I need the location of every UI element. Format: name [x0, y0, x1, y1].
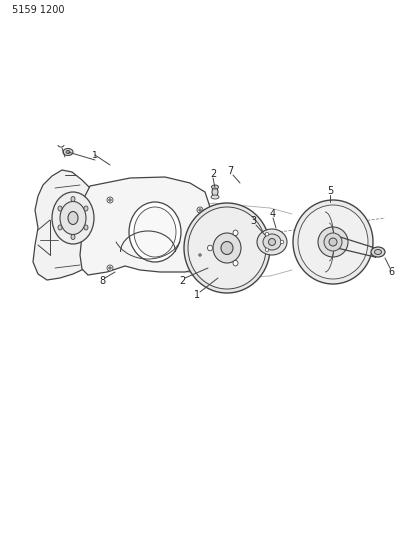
Ellipse shape: [323, 233, 341, 251]
Ellipse shape: [256, 229, 286, 255]
Text: 1: 1: [92, 150, 98, 159]
Ellipse shape: [68, 212, 78, 224]
Polygon shape: [33, 170, 100, 280]
Polygon shape: [80, 177, 211, 275]
Ellipse shape: [232, 230, 237, 236]
Ellipse shape: [134, 207, 175, 257]
Ellipse shape: [107, 265, 113, 271]
Ellipse shape: [213, 233, 240, 263]
Ellipse shape: [84, 206, 88, 211]
Ellipse shape: [317, 227, 347, 257]
Ellipse shape: [58, 225, 62, 230]
Ellipse shape: [198, 209, 201, 211]
Text: 4: 4: [269, 209, 275, 219]
Ellipse shape: [84, 225, 88, 230]
Text: 3: 3: [249, 216, 256, 226]
Text: 6: 6: [387, 267, 393, 277]
Ellipse shape: [297, 205, 367, 279]
Ellipse shape: [292, 200, 372, 284]
Ellipse shape: [107, 197, 113, 203]
Ellipse shape: [232, 261, 237, 266]
Text: 2: 2: [178, 276, 185, 286]
Ellipse shape: [71, 197, 75, 201]
Ellipse shape: [211, 188, 218, 197]
Text: 5159 1200: 5159 1200: [12, 5, 64, 15]
Ellipse shape: [211, 195, 218, 199]
Ellipse shape: [220, 241, 232, 254]
Ellipse shape: [184, 203, 270, 293]
Text: 8: 8: [99, 276, 105, 286]
Ellipse shape: [52, 192, 94, 244]
Ellipse shape: [370, 247, 384, 257]
Ellipse shape: [198, 254, 201, 256]
Ellipse shape: [196, 207, 202, 213]
Text: 7: 7: [226, 166, 233, 176]
Ellipse shape: [71, 235, 75, 239]
Ellipse shape: [129, 202, 180, 262]
Text: 1: 1: [193, 290, 200, 300]
Ellipse shape: [108, 199, 111, 201]
Text: 2: 2: [209, 169, 216, 179]
Ellipse shape: [58, 206, 62, 211]
Ellipse shape: [207, 245, 212, 251]
Ellipse shape: [60, 201, 86, 235]
Ellipse shape: [268, 238, 275, 246]
Text: 5: 5: [326, 186, 332, 196]
Ellipse shape: [63, 149, 73, 156]
Ellipse shape: [108, 266, 111, 269]
Ellipse shape: [66, 150, 70, 154]
Ellipse shape: [211, 185, 218, 189]
Ellipse shape: [265, 232, 268, 236]
Ellipse shape: [196, 252, 202, 258]
Ellipse shape: [373, 249, 380, 254]
Ellipse shape: [188, 207, 265, 289]
Ellipse shape: [328, 238, 336, 246]
Ellipse shape: [280, 240, 283, 244]
Ellipse shape: [265, 248, 268, 252]
Ellipse shape: [262, 234, 280, 250]
